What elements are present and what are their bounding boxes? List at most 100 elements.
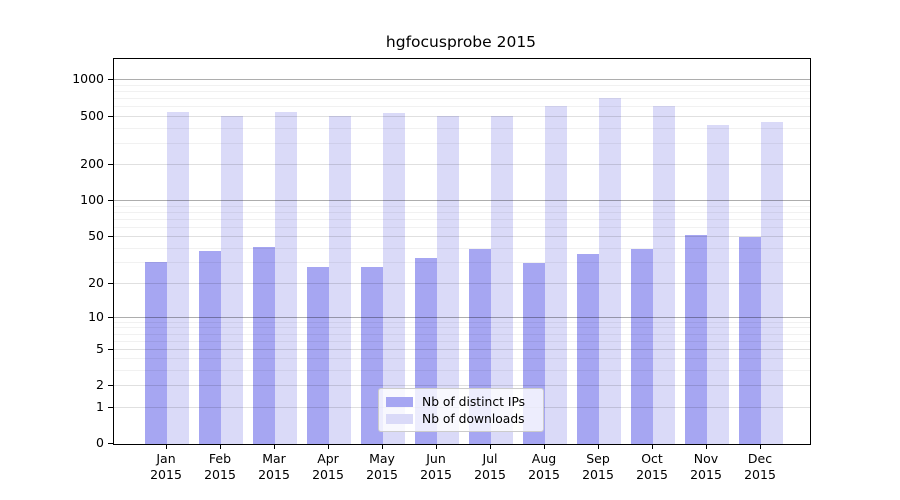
x-tick-label-aug: Aug 2015 [515,451,573,483]
legend-item-distinct-ips: Nb of distinct IPs [386,394,535,410]
x-tick-sep [598,444,599,449]
x-tick-jun [436,444,437,449]
y-tick-label-1000: 1000 [72,71,104,87]
x-tick-nov [706,444,707,449]
x-tick-year-dec: 2015 [744,467,776,482]
bar-distinct-ips-feb [199,251,221,444]
legend-swatch-downloads-icon [386,414,413,424]
minor-gridline-600 [114,106,810,108]
x-tick-label-mar: Mar 2015 [245,451,303,483]
minor-gridline-90 [114,205,810,207]
x-tick-mar [274,444,275,449]
x-tick-label-jan: Jan 2015 [137,451,195,483]
bar-downloads-sep [599,98,621,444]
minor-gridline-3 [114,370,810,371]
y-tick-100 [108,200,113,202]
minor-gridline-8 [114,327,810,329]
legend-swatch-distinct-ips-icon [386,397,413,407]
x-tick-may [382,444,383,449]
x-tick-year-mar: 2015 [258,467,290,482]
gridline-100 [114,200,810,202]
x-tick-label-may: May 2015 [353,451,411,483]
gridline-1000 [114,79,810,81]
chart-title: hgfocusprobe 2015 [385,33,537,51]
y-tick-5 [108,348,113,350]
x-tick-year-apr: 2015 [312,467,344,482]
bar-downloads-mar [275,112,297,444]
legend-item-downloads: Nb of downloads [386,411,535,427]
x-tick-year-may: 2015 [366,467,398,482]
y-tick-label-10: 10 [88,308,104,324]
bar-distinct-ips-jan [145,261,167,444]
bar-distinct-ips-nov [685,235,707,444]
y-tick-20 [108,282,113,284]
y-tick-label-0: 0 [96,435,104,450]
x-tick-year-oct: 2015 [636,467,668,482]
minor-gridline-300 [114,142,810,144]
y-tick-label-50: 50 [88,228,104,243]
y-tick-10 [108,316,113,318]
x-tick-label-dec: Dec 2015 [731,451,789,483]
bar-downloads-jul [491,115,513,444]
x-tick-aug [544,444,545,449]
bar-downloads-dec [761,122,783,444]
legend-label-distinct-ips: Nb of distinct IPs [422,395,526,409]
minor-gridline-80 [114,211,810,213]
x-tick-label-jul: Jul 2015 [461,451,519,483]
gridline-50 [114,236,810,237]
legend: Nb of distinct IPs Nb of downloads [378,388,544,432]
x-tick-oct [652,444,653,449]
y-tick-50 [108,236,113,237]
minor-gridline-4 [114,358,810,360]
y-tick-label-5: 5 [96,340,104,356]
bar-distinct-ips-may [361,266,383,444]
gridline-5 [114,348,810,350]
minor-gridline-800 [114,91,810,93]
bar-distinct-ips-sep [577,253,599,444]
bar-distinct-ips-oct [631,248,653,444]
minor-gridline-60 [114,226,810,228]
bar-distinct-ips-dec [739,237,761,444]
gridline-20 [114,282,810,284]
x-tick-jan [166,444,167,449]
x-tick-year-jun: 2015 [420,467,452,482]
x-tick-label-oct: Oct 2015 [623,451,681,483]
minor-gridline-7 [114,333,810,335]
y-tick-label-20: 20 [88,274,104,290]
x-tick-label-sep: Sep 2015 [569,451,627,483]
gridline-10 [114,316,810,318]
gridline-500 [114,115,810,117]
y-tick-0 [108,443,113,444]
minor-gridline-9 [114,321,810,323]
minor-gridline-700 [114,98,810,100]
bar-downloads-jan [167,112,189,444]
bar-downloads-may [383,113,405,444]
minor-gridline-30 [114,262,810,264]
gridline-2 [114,385,810,387]
gridline-200 [114,163,810,165]
y-tick-label-100: 100 [80,192,104,208]
x-tick-label-nov: Nov 2015 [677,451,735,483]
x-tick-apr [328,444,329,449]
minor-gridline-70 [114,218,810,220]
y-tick-500 [108,115,113,117]
bar-downloads-feb [221,116,243,444]
x-tick-year-jul: 2015 [474,467,506,482]
y-tick-label-200: 200 [80,155,104,171]
x-tick-label-apr: Apr 2015 [299,451,357,483]
y-tick-label-1: 1 [96,398,104,414]
bar-downloads-apr [329,115,351,444]
x-tick-year-jan: 2015 [150,467,182,482]
bar-downloads-aug [545,105,567,444]
plot-area [113,58,811,445]
minor-gridline-6 [114,340,810,342]
x-tick-jul [490,444,491,449]
y-tick-1 [108,406,113,408]
x-tick-year-feb: 2015 [204,467,236,482]
legend-label-downloads: Nb of downloads [422,412,525,426]
y-tick-200 [108,163,113,165]
bar-distinct-ips-mar [253,247,275,444]
bar-downloads-jun [437,116,459,444]
x-tick-label-feb: Feb 2015 [191,451,249,483]
